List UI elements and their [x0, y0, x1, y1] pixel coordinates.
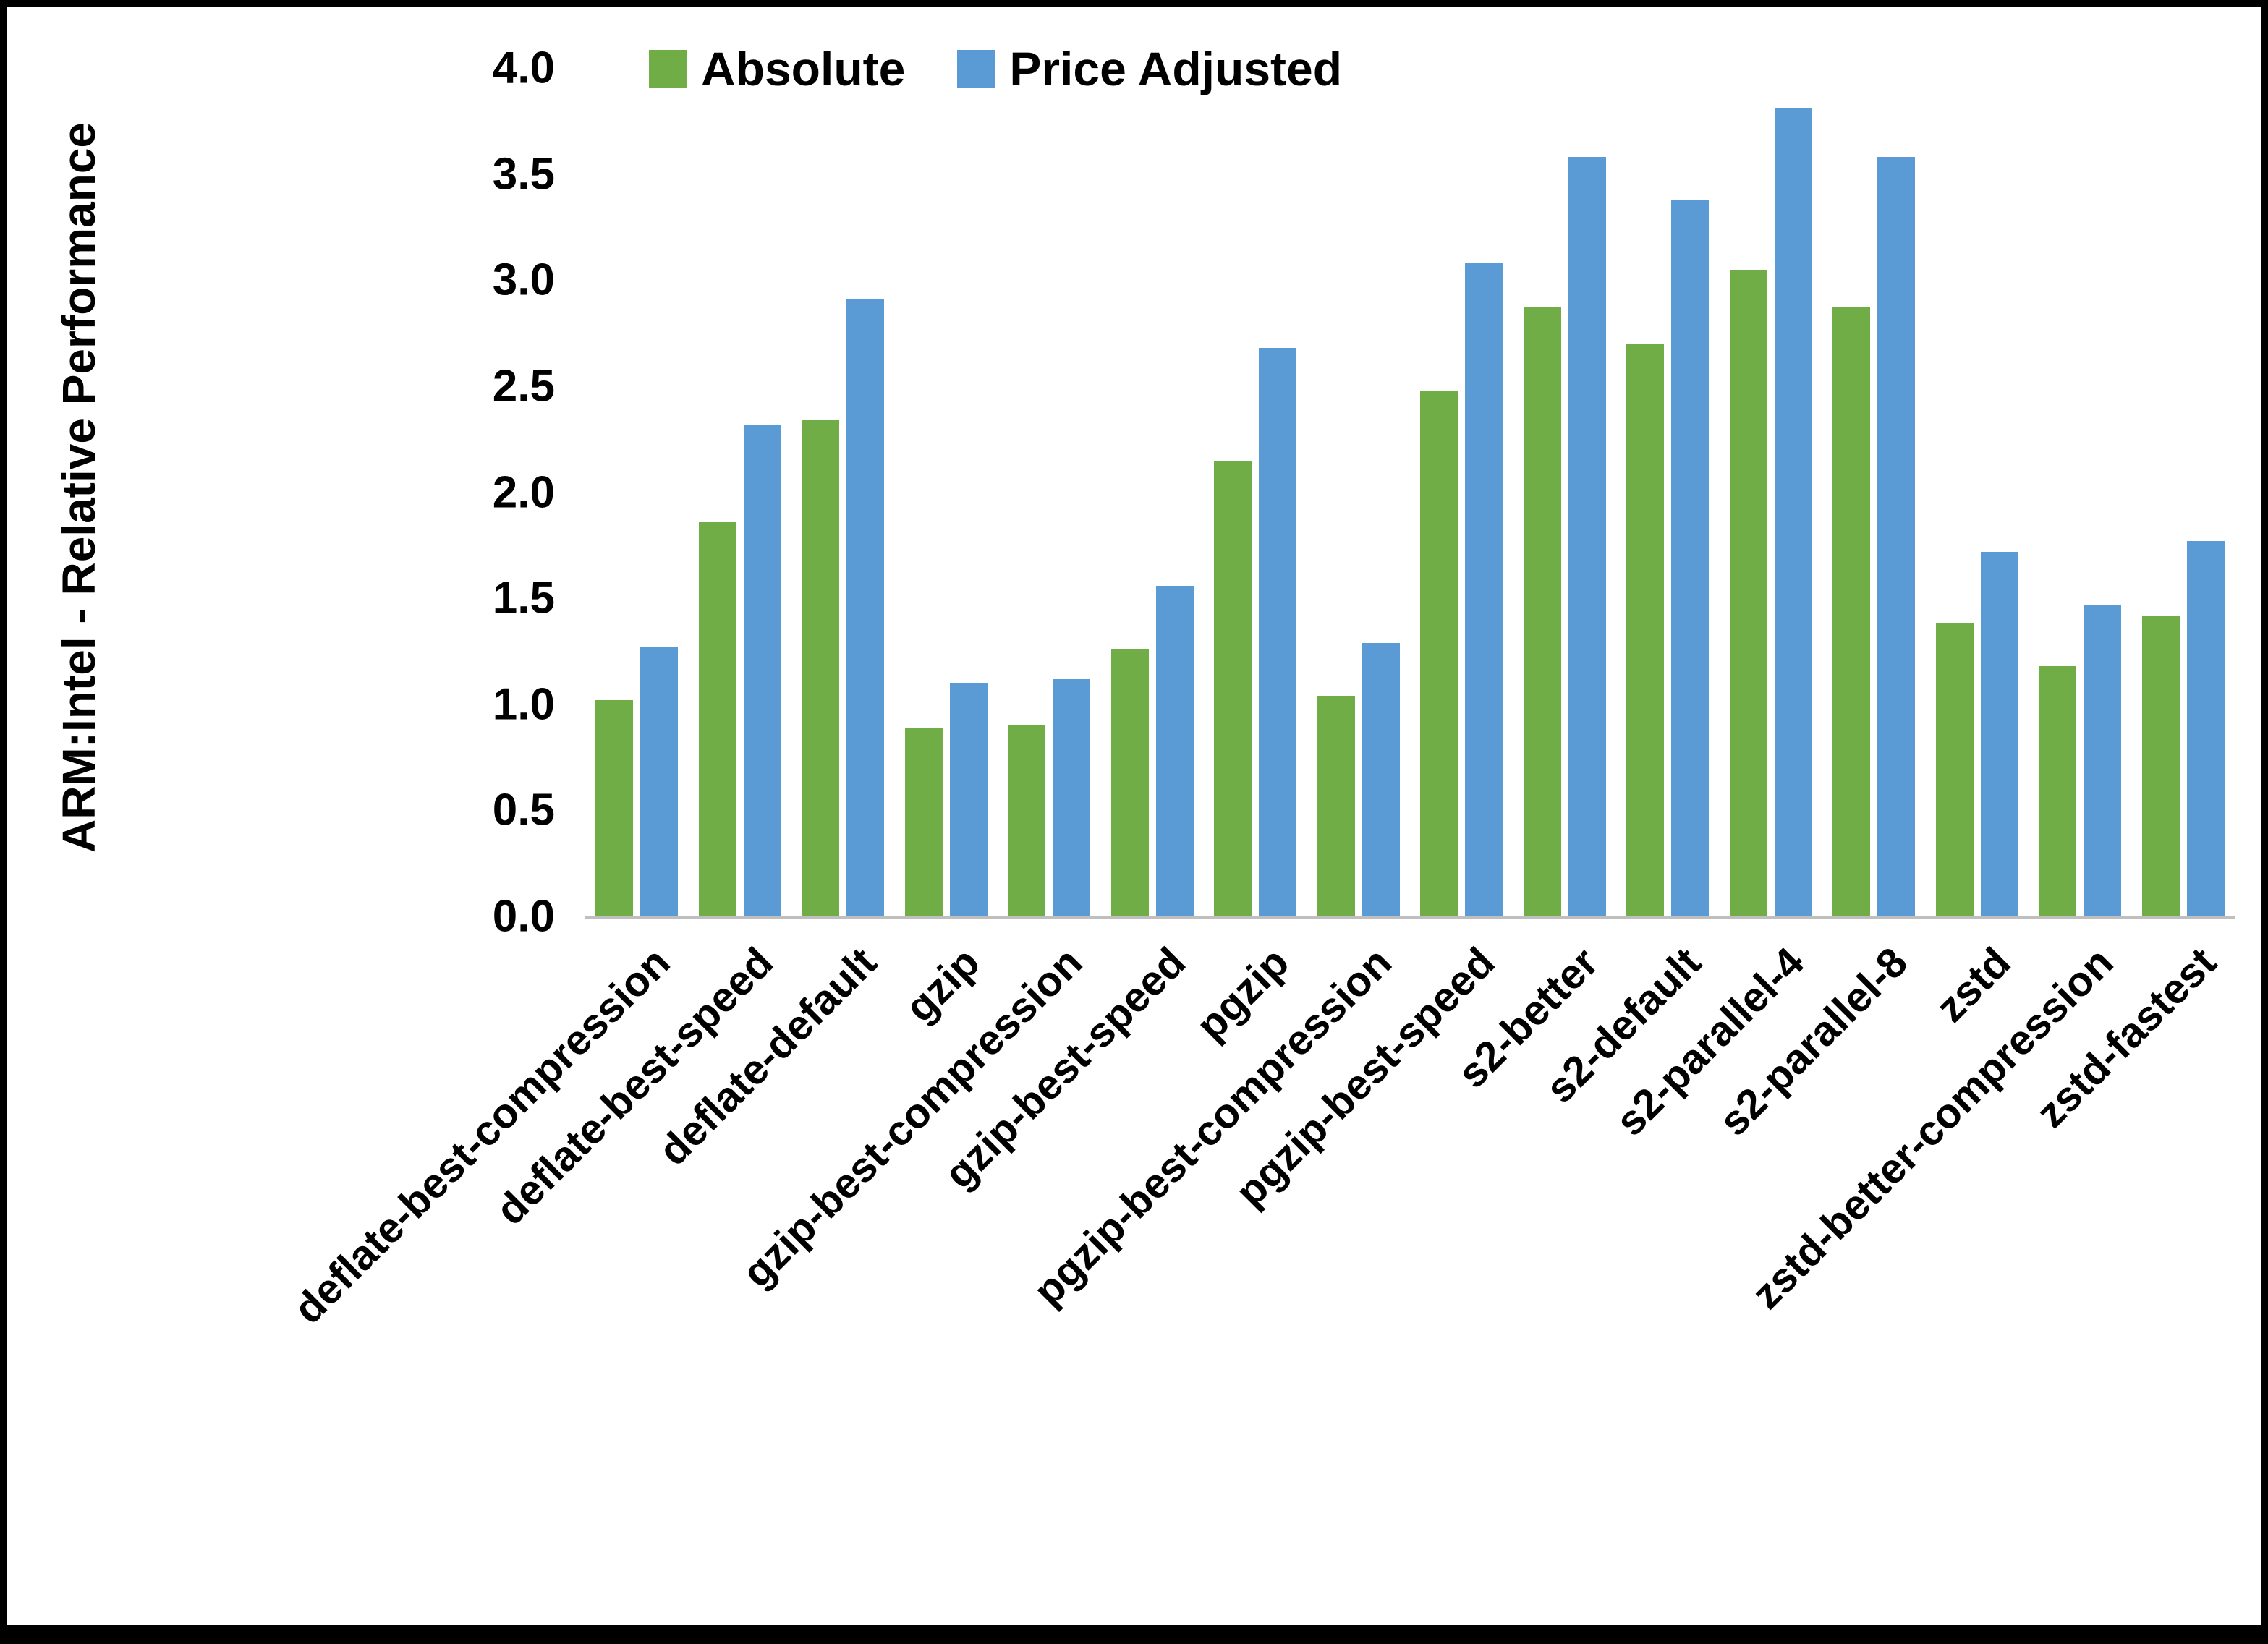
bar-price-adjusted-gzip [949, 683, 988, 916]
legend-label: Absolute [701, 42, 906, 95]
bar-absolute-gzip [904, 728, 943, 916]
bar-absolute-deflate-best-compression [595, 699, 634, 916]
bar-absolute-zstd [1935, 623, 1974, 916]
y-tick-label: 1.0 [492, 679, 555, 730]
legend-item-price-adjusted: Price Adjusted [957, 41, 1342, 96]
bar-absolute-deflate-best-speed [698, 521, 736, 916]
bar-absolute-pgzip-best-compression [1317, 696, 1355, 916]
bar-price-adjusted-gzip-best-speed [1155, 585, 1194, 916]
bar-price-adjusted-gzip-best-compression [1053, 678, 1091, 916]
y-tick-label: 2.0 [492, 467, 555, 517]
bar-absolute-deflate-default [802, 419, 840, 916]
legend-swatch-icon [957, 50, 995, 88]
bar-price-adjusted-s2-parallel-8 [1877, 157, 1916, 916]
plot-area [585, 68, 2235, 919]
legend: Absolute Price Adjusted [649, 41, 1342, 96]
x-tick-label-gzip: gzip [896, 938, 989, 1031]
bar-absolute-s2-parallel-4 [1729, 269, 1767, 916]
bar-price-adjusted-s2-parallel-4 [1774, 108, 1812, 916]
bar-absolute-gzip-best-speed [1110, 649, 1149, 916]
y-tick-label: 3.0 [492, 255, 555, 305]
x-tick-label-deflate-best-compression: deflate-best-compression [284, 938, 679, 1333]
y-tick-label: 4.0 [492, 43, 555, 93]
y-tick-label: 0.0 [492, 891, 555, 942]
bar-price-adjusted-pgzip-best-compression [1362, 642, 1400, 916]
bar-price-adjusted-zstd-better-compression [2084, 604, 2122, 916]
y-tick-label: 2.5 [492, 361, 555, 412]
bar-price-adjusted-zstd-fastest [2186, 540, 2225, 916]
bar-price-adjusted-s2-default [1671, 199, 1710, 916]
bar-absolute-s2-default [1626, 344, 1665, 916]
bar-absolute-zstd-better-compression [2039, 665, 2077, 916]
bar-price-adjusted-pgzip [1259, 348, 1297, 916]
y-tick-label: 1.5 [492, 573, 555, 623]
bar-price-adjusted-zstd [1980, 551, 2018, 916]
bar-price-adjusted-s2-better [1568, 157, 1606, 916]
bar-price-adjusted-deflate-default [846, 299, 885, 916]
bar-absolute-s2-better [1523, 307, 1561, 916]
bar-absolute-zstd-fastest [2141, 615, 2180, 916]
bar-price-adjusted-deflate-best-speed [743, 424, 781, 916]
bar-price-adjusted-pgzip-best-speed [1465, 263, 1503, 916]
legend-swatch-icon [649, 50, 687, 88]
x-tick-label-zstd: zstd [1927, 938, 2020, 1031]
bar-absolute-pgzip [1214, 460, 1252, 916]
bar-absolute-gzip-best-compression [1008, 725, 1046, 916]
bar-absolute-pgzip-best-speed [1420, 390, 1458, 916]
legend-item-absolute: Absolute [649, 41, 905, 96]
bar-absolute-s2-parallel-8 [1832, 307, 1871, 916]
y-tick-label: 0.5 [492, 785, 555, 835]
y-tick-label: 3.5 [492, 149, 555, 200]
bar-price-adjusted-deflate-best-compression [640, 647, 679, 916]
legend-label: Price Adjusted [1009, 42, 1343, 95]
